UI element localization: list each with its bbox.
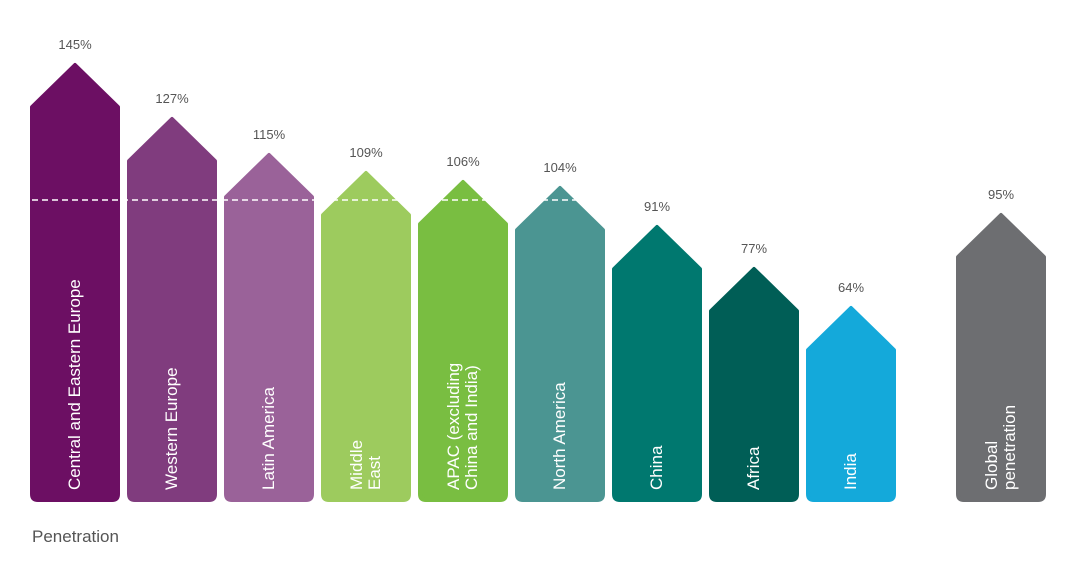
- value-label: 109%: [349, 145, 383, 160]
- bar: [612, 225, 702, 502]
- category-label: Middle East: [347, 439, 384, 490]
- bar: [806, 306, 896, 502]
- bar: [127, 117, 217, 502]
- bar: [30, 63, 120, 502]
- category-label: Western Europe: [162, 367, 181, 490]
- category-label: India: [841, 453, 860, 490]
- value-label: 106%: [446, 154, 480, 169]
- value-label: 145%: [58, 37, 92, 52]
- value-label: 91%: [644, 199, 670, 214]
- category-label: Latin America: [259, 387, 278, 490]
- value-label: 64%: [838, 280, 864, 295]
- category-label: China: [647, 445, 666, 490]
- category-label: APAC (excluding China and India): [444, 362, 481, 490]
- bar: [321, 171, 411, 502]
- bar: [956, 213, 1046, 502]
- category-label: Africa: [744, 446, 763, 490]
- bar: [709, 267, 799, 502]
- category-label: Global penetration: [982, 404, 1019, 490]
- value-label: 127%: [155, 91, 189, 106]
- value-label: 77%: [741, 241, 767, 256]
- value-label: 115%: [253, 127, 286, 142]
- value-label: 95%: [988, 187, 1014, 202]
- bar: [418, 180, 508, 502]
- category-label: North America: [550, 382, 569, 490]
- caption: Penetration: [32, 527, 119, 546]
- bar: [224, 153, 314, 502]
- value-label: 104%: [543, 160, 577, 175]
- bar: [515, 186, 605, 502]
- category-label: Central and Eastern Europe: [65, 279, 84, 490]
